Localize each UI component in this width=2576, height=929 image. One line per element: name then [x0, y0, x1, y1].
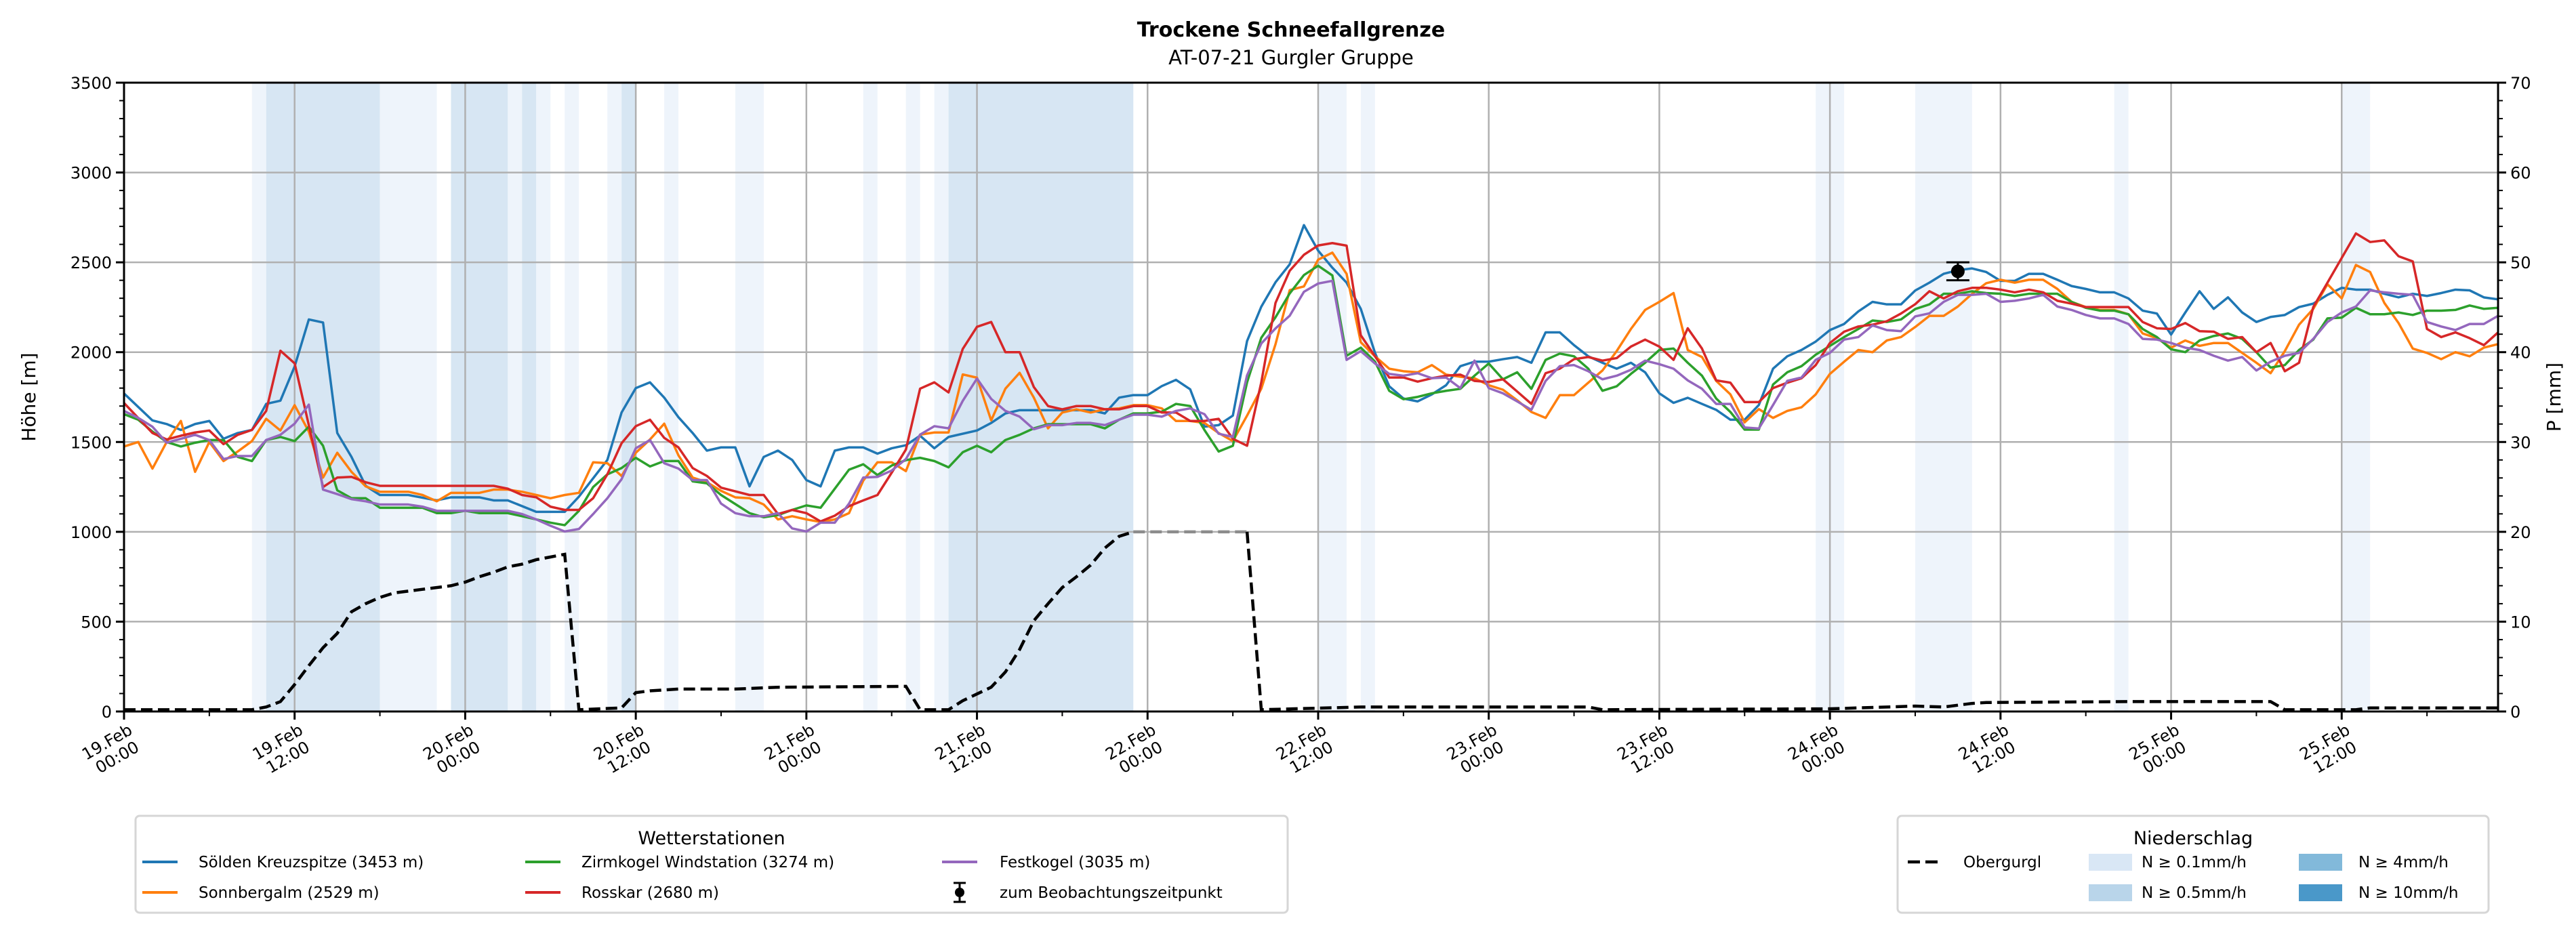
y-tick-label: 2000	[70, 344, 112, 363]
chart-subtitle: AT-07-21 Gurgler Gruppe	[1168, 46, 1414, 69]
legend-stations-title: Wetterstationen	[638, 828, 785, 849]
y-axis-label: Höhe [m]	[18, 352, 40, 441]
obergurgl-precip-line	[124, 530, 2498, 711]
precip-band	[508, 83, 523, 711]
obergurgl-line-segment	[1245, 531, 2498, 711]
legend-precip: Niederschlag Obergurgl N ≥ 0.1mm/h N ≥ 0.…	[1896, 814, 2490, 914]
observation-errorbar	[1946, 261, 1969, 282]
precip-band	[2342, 83, 2371, 711]
y-axis-right-label: P [mm]	[2543, 363, 2565, 432]
y-right-tick-label: 60	[2510, 164, 2531, 183]
station-lines	[123, 224, 2499, 533]
legend-observation-marker	[955, 888, 964, 897]
precip-band	[451, 83, 508, 711]
precip-band	[251, 83, 266, 711]
y-right-tick-label: 10	[2510, 613, 2531, 632]
observation-point	[1950, 264, 1965, 278]
precip-band	[607, 83, 622, 711]
series-line-4	[123, 279, 2499, 533]
series-line-0	[123, 224, 2499, 514]
legend-precip-label-2: N ≥ 4mm/h	[2358, 854, 2449, 871]
y-tick-label: 0	[102, 703, 112, 722]
precip-band	[664, 83, 679, 711]
legend-stations: Wetterstationen Sölden Kreuzspitze (3453…	[134, 814, 1289, 914]
precip-band	[565, 83, 579, 711]
legend-label-series-3: Rosskar (2680 m)	[581, 884, 719, 902]
precip-band	[266, 83, 380, 711]
y-right-tick-label: 0	[2510, 703, 2520, 722]
y-tick-label: 1000	[70, 523, 112, 542]
y-right-tick-label: 70	[2510, 74, 2531, 93]
precip-band	[1915, 83, 1972, 711]
legend-precip-label-0: N ≥ 0.1mm/h	[2142, 854, 2247, 871]
precip-band	[536, 83, 551, 711]
chart-title: Trockene Schneefallgrenze	[1137, 18, 1445, 42]
precip-band	[1317, 83, 1347, 711]
legend-precip-label-1: N ≥ 0.5mm/h	[2142, 884, 2247, 902]
legend-precip-swatch-1	[2089, 884, 2132, 901]
legend-precip-label-3: N ≥ 10mm/h	[2358, 884, 2459, 902]
legend-precip-title: Niederschlag	[2133, 828, 2253, 849]
precip-band	[934, 83, 949, 711]
y-tick-label: 3000	[70, 164, 112, 183]
precip-band	[905, 83, 920, 711]
y-tick-label: 1500	[70, 433, 112, 452]
legend-label-series-2: Zirmkogel Windstation (3274 m)	[581, 854, 834, 871]
precip-band	[522, 83, 537, 711]
legend-label-series-4: Festkogel (3035 m)	[1000, 854, 1150, 871]
legend-label-series-1: Sonnbergalm (2529 m)	[199, 884, 380, 902]
precip-band	[2114, 83, 2129, 711]
y-right-tick-label: 50	[2510, 253, 2531, 272]
obergurgl-line-segment	[124, 530, 1134, 711]
legend-precip-swatch-3	[2299, 884, 2342, 901]
precip-band	[1360, 83, 1375, 711]
precip-band	[863, 83, 878, 711]
legend-obergurgl-label: Obergurgl	[1963, 854, 2041, 871]
precip-band	[621, 83, 636, 711]
y-tick-label: 500	[81, 613, 112, 632]
y-right-tick-label: 20	[2510, 523, 2531, 542]
y-right-tick-label: 30	[2510, 433, 2531, 452]
legend-precip-swatch-2	[2299, 854, 2342, 871]
precip-band	[380, 83, 437, 711]
legend-precip-swatch-0	[2089, 854, 2132, 871]
precip-band	[735, 83, 764, 711]
series-line-3	[123, 232, 2499, 523]
y-right-tick-label: 40	[2510, 344, 2531, 363]
plot-frame	[123, 81, 2499, 713]
legend-label-observation: zum Beobachtungszeitpunkt	[1000, 884, 1223, 902]
precipitation-bands	[251, 83, 2371, 711]
y-tick-label: 3500	[70, 74, 112, 93]
y-tick-label: 2500	[70, 253, 112, 272]
legend-label-series-0: Sölden Kreuzspitze (3453 m)	[199, 854, 424, 871]
axes: 0 500 1000 1500 2000 2500 3000 3500 0 10 20 30 40 50 6…	[70, 74, 2531, 777]
